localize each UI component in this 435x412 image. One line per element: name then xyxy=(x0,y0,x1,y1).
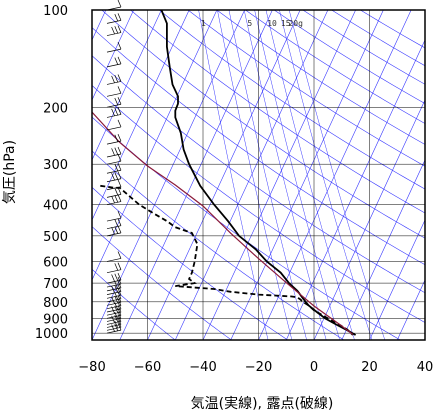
parcel-line xyxy=(92,111,354,335)
x-axis-title: 気温(実線), 露点(破線) xyxy=(191,396,334,412)
sounding-series xyxy=(92,10,357,336)
wind-barb xyxy=(106,276,122,288)
wind-barb xyxy=(106,56,122,68)
wind-barb xyxy=(106,194,122,205)
dry-adiabat-line xyxy=(92,27,425,266)
x-tick-label: −80 xyxy=(78,360,105,375)
dry-adiabat-line xyxy=(101,10,425,239)
wind-barb xyxy=(106,25,122,36)
x-tick-label: 40 xyxy=(417,360,434,375)
wind-barb xyxy=(106,86,122,97)
mixing-ratio-line xyxy=(254,10,340,340)
mixing-ratio-line xyxy=(217,10,293,340)
dry-adiabat-line xyxy=(130,10,425,214)
wind-barb xyxy=(106,171,122,183)
dry-adiabat-line xyxy=(216,10,425,145)
mixing-ratio-line xyxy=(265,10,355,340)
y-tick-label: 400 xyxy=(43,199,68,214)
y-tick-label: 1000 xyxy=(35,327,68,342)
wind-barb xyxy=(106,284,122,295)
dry-adiabat-line xyxy=(92,226,232,340)
isotherm-line xyxy=(119,10,273,340)
wind-barb xyxy=(106,272,122,284)
x-tick-labels: −80 −60 −40 −20 0 20 40 xyxy=(78,360,433,375)
y-tick-label: 800 xyxy=(43,296,68,311)
y-axis-title: 気圧(hPa) xyxy=(2,140,18,204)
mixing-ratio-line xyxy=(228,10,307,340)
mixing-ratio-line xyxy=(198,10,269,340)
y-tick-label: 300 xyxy=(43,158,68,173)
wind-barb xyxy=(106,210,122,222)
wind-barb xyxy=(106,107,122,118)
wind-barb xyxy=(106,280,122,292)
wind-barb xyxy=(106,163,122,174)
x-tick-label: −20 xyxy=(245,360,272,375)
mixing-ratio-label: 20g xyxy=(288,19,303,28)
grid-lines xyxy=(92,10,425,340)
x-tick-label: −40 xyxy=(189,360,216,375)
mixing-ratio-label: 1 xyxy=(201,19,206,28)
y-tick-label: 500 xyxy=(43,230,68,245)
y-tick-label: 700 xyxy=(43,277,68,292)
isotherm-line xyxy=(258,10,412,340)
dry-adiabat-line xyxy=(92,150,345,340)
wind-barb xyxy=(106,97,122,108)
wind-barb xyxy=(106,187,122,198)
wind-barb xyxy=(106,262,122,274)
isotherm-line xyxy=(369,219,425,340)
wind-barb xyxy=(106,146,122,158)
dry-adiabat-line xyxy=(159,10,425,190)
wind-barb xyxy=(106,218,122,230)
isotherm-line xyxy=(396,279,425,340)
wind-barb xyxy=(106,291,122,303)
wind-barb xyxy=(106,154,122,165)
isotherm-line xyxy=(147,10,301,340)
mixing-ratio-label: 5 xyxy=(247,19,252,28)
dewpoint-line xyxy=(100,184,354,336)
wind-barb xyxy=(106,13,122,24)
x-tick-label: 20 xyxy=(361,360,378,375)
isotherm-line xyxy=(92,10,134,101)
wind-barbs xyxy=(106,0,122,334)
wind-barb xyxy=(106,133,122,145)
y-tick-label: 100 xyxy=(43,4,68,19)
wind-barb xyxy=(106,251,122,262)
wind-barb xyxy=(106,41,122,53)
isotherm-line xyxy=(230,10,384,340)
mixing-ratio-line xyxy=(288,10,386,340)
wind-barb xyxy=(106,323,122,334)
wind-barb xyxy=(106,320,122,331)
y-tick-label: 900 xyxy=(43,312,68,327)
isotherm-line xyxy=(92,10,190,221)
y-tick-label: 600 xyxy=(43,255,68,270)
dry-adiabat-line xyxy=(92,55,425,294)
mixing-ratio-label: 10 xyxy=(267,19,277,28)
y-tick-label: 200 xyxy=(43,101,68,116)
wind-barb xyxy=(106,225,122,237)
wind-barb xyxy=(106,288,122,299)
isotherm-line xyxy=(92,10,162,161)
wind-barb xyxy=(106,179,122,191)
x-tick-label: −60 xyxy=(134,360,161,375)
dry-adiabat-line xyxy=(92,268,176,340)
mixing-ratio-line xyxy=(243,10,327,340)
x-tick-label: 0 xyxy=(310,360,318,375)
wind-barb xyxy=(106,119,122,131)
plot-frame xyxy=(91,9,426,341)
dry-adiabat-line xyxy=(187,10,425,167)
isotherm-line xyxy=(92,10,218,281)
isotherm-line xyxy=(285,39,425,340)
dry-adiabat-line xyxy=(92,186,288,340)
mixing-ratio-label: 15 xyxy=(281,19,291,28)
wind-barb xyxy=(106,74,122,85)
isotherm-line xyxy=(174,10,329,340)
isotherm-line xyxy=(313,99,425,340)
